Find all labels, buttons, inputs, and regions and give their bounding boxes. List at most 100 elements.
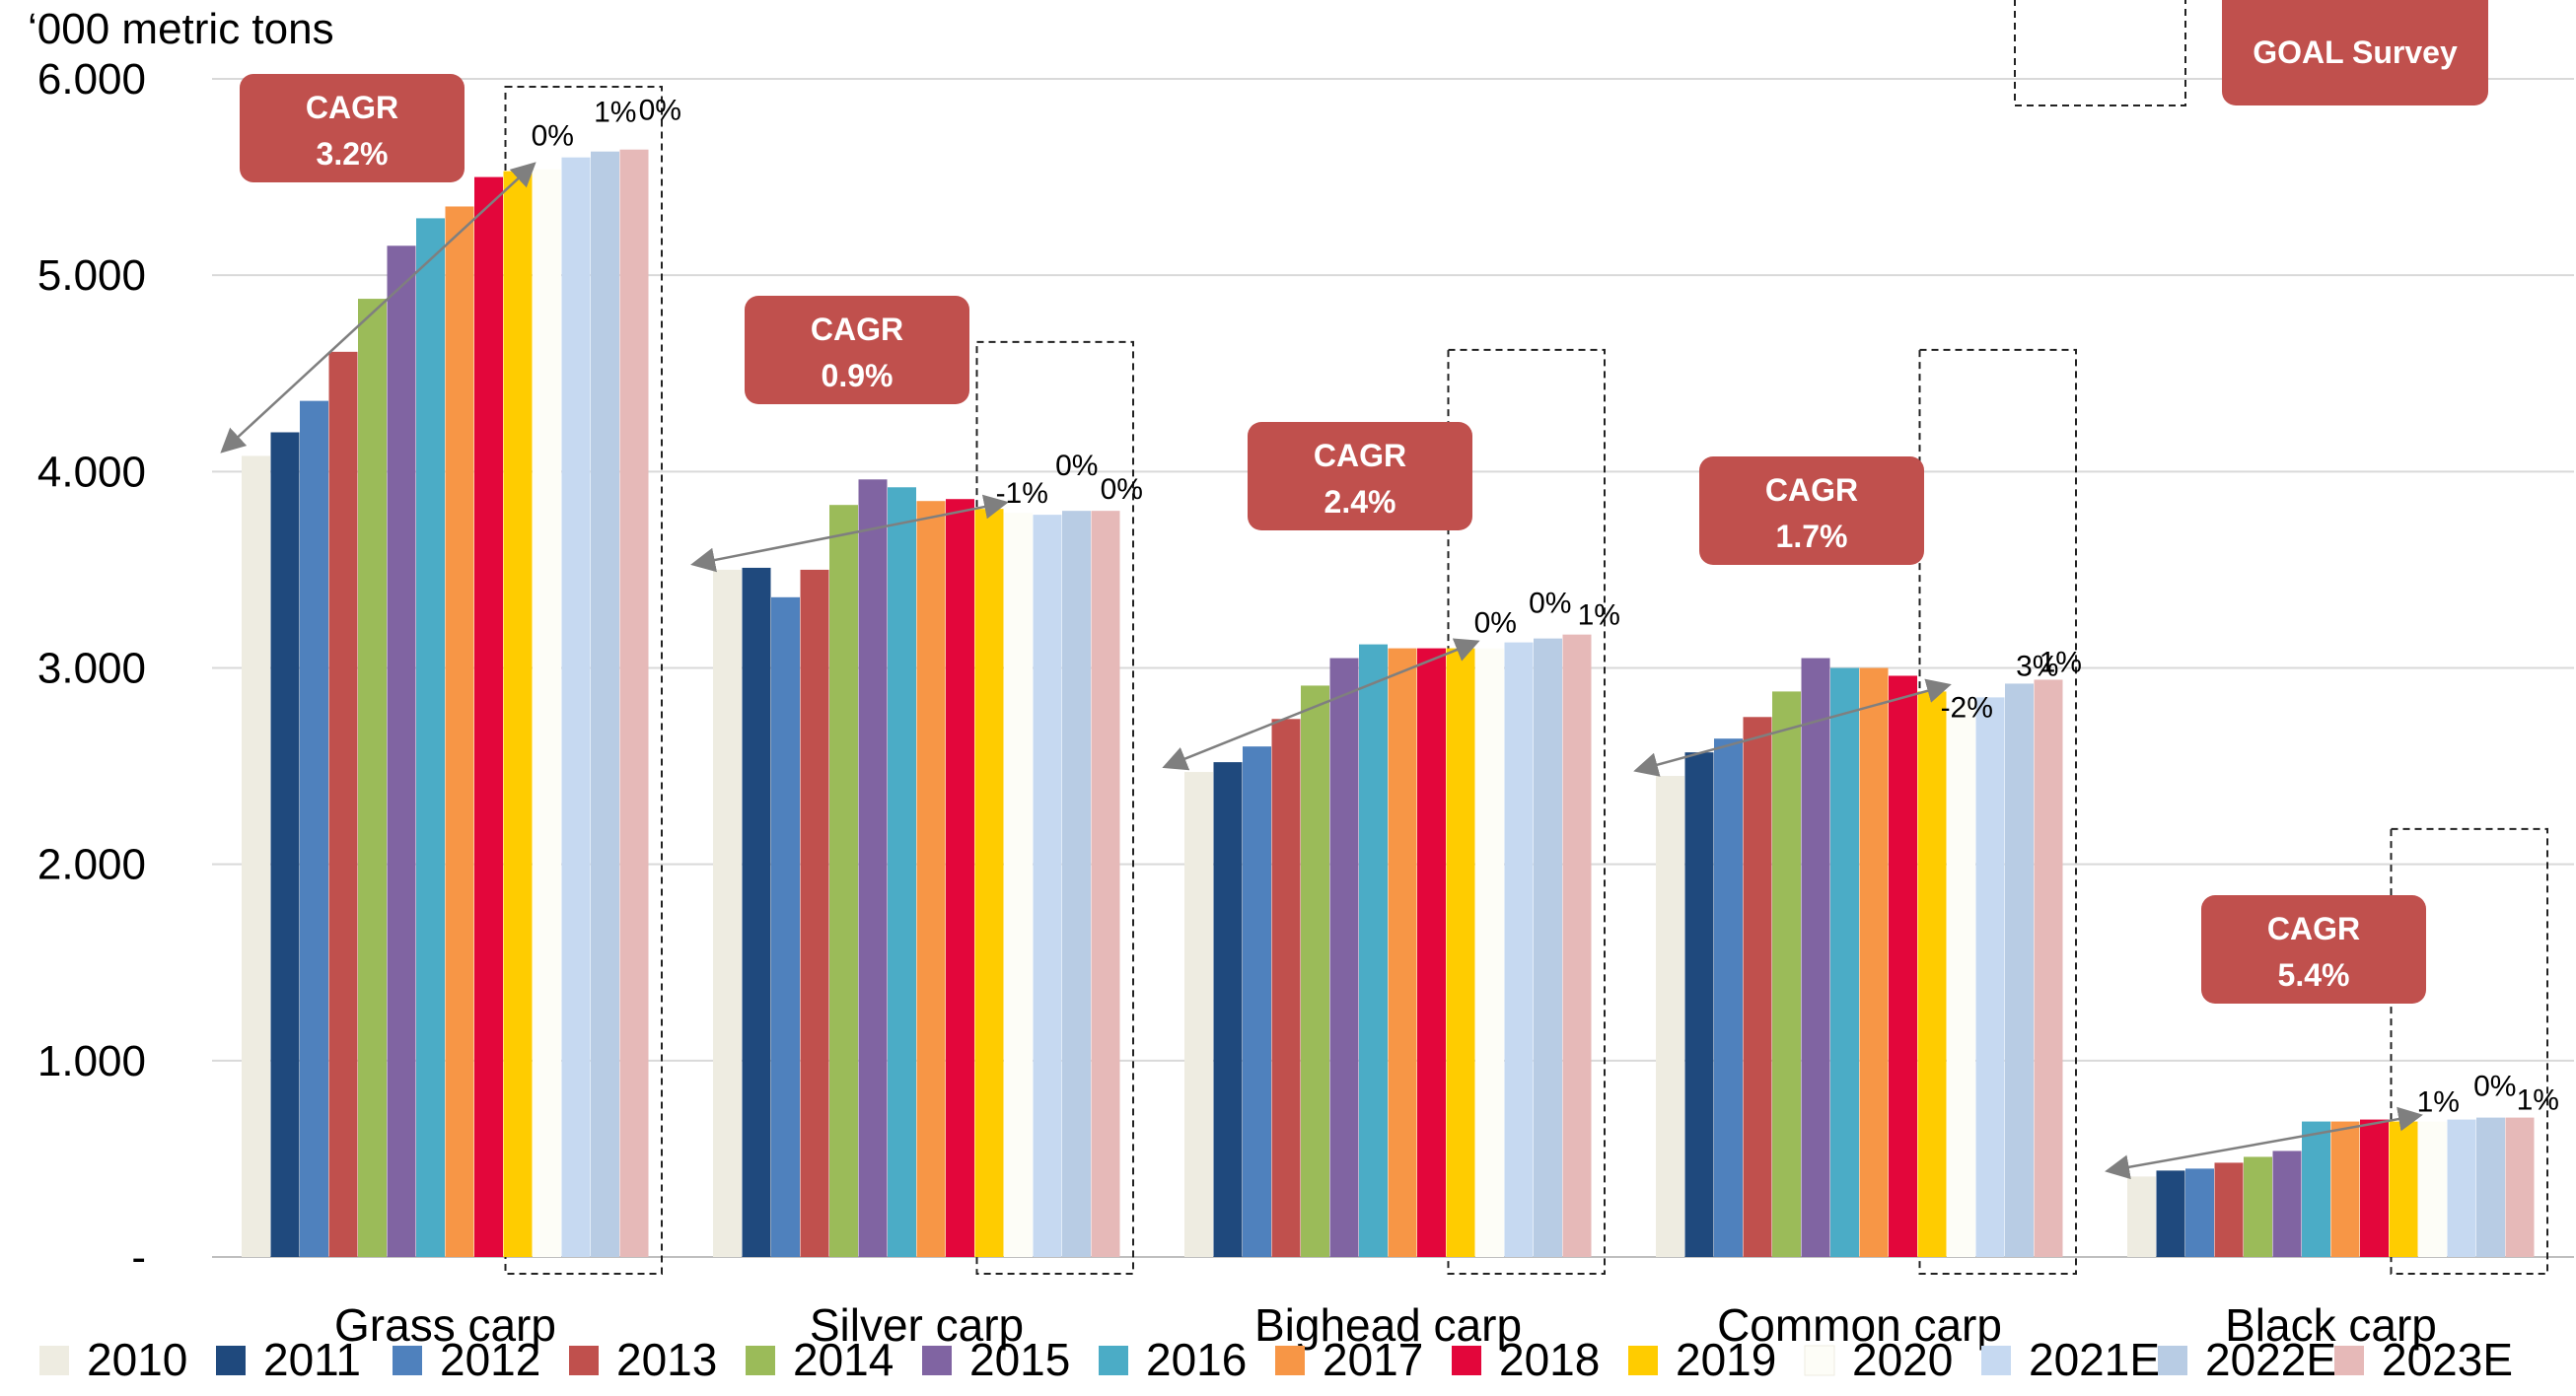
bar	[503, 171, 533, 1257]
category-label: Common carp	[1717, 1299, 2002, 1351]
growth-label: 0%	[1055, 450, 1098, 482]
cagr-arrow	[1633, 678, 1952, 777]
y-tick-label: -	[131, 1233, 146, 1282]
bar	[445, 206, 474, 1257]
cagr-badge: CAGR 5.4%	[2201, 895, 2426, 1004]
bar	[358, 299, 387, 1258]
growth-label: 0%	[2473, 1071, 2516, 1103]
source-badge-group: GOAL Survey	[2014, 0, 2488, 106]
legend-label: 2014	[793, 1334, 894, 1385]
bar	[474, 176, 503, 1257]
cagr-badge: CAGR 0.9%	[745, 296, 969, 404]
bar	[829, 505, 858, 1257]
cagr-badge-value: 3.2%	[317, 136, 389, 172]
bar	[2185, 1168, 2214, 1257]
bar	[1062, 511, 1091, 1257]
cagr-arrow	[220, 162, 537, 454]
cagr-arrow	[1162, 638, 1480, 771]
y-tick-label: 3.000	[37, 645, 146, 693]
cagr-badge-background	[240, 74, 465, 182]
legend-swatch	[216, 1346, 246, 1375]
bar	[270, 432, 300, 1257]
bar	[1184, 772, 1213, 1257]
category-label: Black carp	[2225, 1299, 2437, 1351]
legend-label: 2023E	[2382, 1334, 2513, 1385]
source-badge	[2222, 0, 2488, 105]
bar	[946, 499, 974, 1257]
cagr-badge-value: 2.4%	[1324, 484, 1396, 520]
forecast-legend-box	[2014, 0, 2186, 106]
cagr-badge-label: CAGR	[811, 312, 903, 347]
bar	[974, 509, 1004, 1257]
growth-labels: 0%1% 0%-1%0%0%0%0% 1%-2%3%1%1% 0% 1%	[532, 95, 2559, 1119]
category-label: Grass carp	[334, 1299, 556, 1351]
legend-swatch	[2158, 1346, 2187, 1375]
cagr-arrow	[2105, 1106, 2423, 1180]
bar	[2330, 1121, 2360, 1257]
bar	[2244, 1156, 2272, 1257]
bar	[2505, 1117, 2535, 1257]
legend-swatch	[1804, 1345, 1835, 1376]
growth-label: 0%	[1101, 473, 1143, 506]
cagr-badge-background	[2201, 895, 2426, 1004]
bar	[916, 501, 946, 1257]
legend-swatch	[393, 1346, 422, 1375]
bar	[1475, 648, 1504, 1257]
cagr-badge-label: CAGR	[1314, 438, 1406, 473]
legend-swatch	[569, 1346, 599, 1375]
cagr-badge-value: 0.9%	[822, 358, 894, 393]
category-label: Bighead carp	[1254, 1299, 1522, 1351]
growth-label: 1%	[2039, 646, 2082, 678]
legend-item: 2018	[1452, 1334, 1600, 1385]
legend-label: 2018	[1499, 1334, 1600, 1385]
bar	[1917, 691, 1947, 1257]
legend-label: 2022E	[2205, 1334, 2336, 1385]
bar	[1859, 667, 1889, 1257]
bar	[1243, 746, 1271, 1257]
category-label: Silver carp	[810, 1299, 1024, 1351]
legend-item: 2023E	[2334, 1334, 2513, 1385]
legend-item: 2015	[922, 1334, 1070, 1385]
legend-label: 2010	[87, 1334, 187, 1385]
y-tick-label: 5.000	[37, 251, 146, 300]
legend-swatch	[1981, 1346, 2011, 1375]
bar	[1329, 658, 1359, 1257]
bar	[2418, 1121, 2447, 1257]
legend-swatch	[746, 1346, 775, 1375]
bar	[713, 569, 742, 1257]
bar	[800, 569, 829, 1257]
legend-label: 2020	[1852, 1334, 1953, 1385]
source-badge-label: GOAL Survey	[2253, 35, 2458, 70]
cagr-badge-background	[745, 296, 969, 404]
bar	[858, 479, 888, 1257]
legend-item: 2020	[1804, 1334, 1953, 1385]
bar	[561, 157, 591, 1258]
legend-item: 2019	[1628, 1334, 1776, 1385]
bar	[1743, 717, 1772, 1257]
growth-label: 1%	[594, 97, 636, 129]
bar	[619, 149, 649, 1258]
bar	[1301, 685, 1329, 1257]
legend-label: 2016	[1146, 1334, 1247, 1385]
y-tick-label: 2.000	[37, 841, 146, 889]
bar	[2272, 1151, 2302, 1257]
cagr-badge-value: 1.7%	[1776, 519, 1848, 554]
bar	[533, 169, 561, 1257]
bar	[2389, 1121, 2418, 1257]
bar	[1446, 648, 1475, 1257]
legend-swatch	[1452, 1346, 1481, 1375]
legend-label: 2017	[1323, 1334, 1423, 1385]
legend-item: 2014	[746, 1334, 894, 1385]
legend-item: 2017	[1275, 1334, 1423, 1385]
legend-item: 2011	[216, 1334, 361, 1385]
legend-label: 2011	[263, 1334, 361, 1385]
y-tick-label: 1.000	[37, 1037, 146, 1085]
legend-label: 2019	[1676, 1334, 1776, 1385]
growth-label: 0%	[1474, 607, 1517, 640]
legend-swatch	[39, 1346, 69, 1375]
bar	[2005, 683, 2034, 1257]
bar	[1772, 691, 1801, 1257]
bar	[300, 400, 328, 1258]
bar	[888, 487, 916, 1257]
cagr-badge: CAGR 2.4%	[1248, 422, 1472, 530]
